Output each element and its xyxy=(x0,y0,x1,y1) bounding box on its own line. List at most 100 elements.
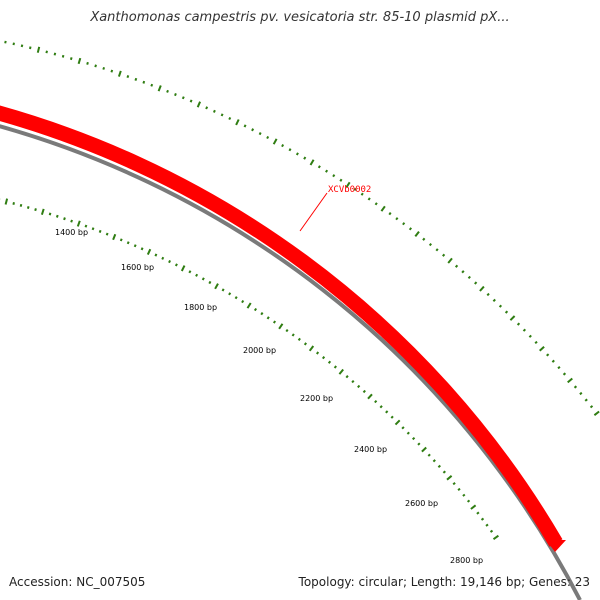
outer-tick xyxy=(557,366,561,370)
inner-tick xyxy=(442,470,446,474)
outer-tick xyxy=(447,257,453,264)
inner-tick xyxy=(12,202,15,205)
outer-tick xyxy=(142,80,146,84)
outer-tick xyxy=(77,57,82,65)
outer-tick xyxy=(102,66,106,70)
inner-tick xyxy=(427,453,431,457)
outer-tick xyxy=(69,57,73,61)
inner-tick xyxy=(70,219,73,223)
outer-tick xyxy=(295,152,299,156)
outer-tick xyxy=(325,169,329,173)
inner-tick xyxy=(119,238,123,242)
inner-tick xyxy=(291,333,295,337)
inner-tick xyxy=(462,493,466,497)
scale-label: 2600 bp xyxy=(405,499,438,508)
outer-tick xyxy=(367,197,371,201)
outer-tick xyxy=(212,109,216,113)
outer-tick xyxy=(562,372,567,376)
inner-tick xyxy=(260,312,264,316)
outer-tick xyxy=(422,237,426,241)
outer-tick xyxy=(317,165,321,169)
outer-tick xyxy=(332,174,336,178)
inner-tick xyxy=(246,302,252,309)
outer-tick xyxy=(509,315,516,321)
outer-tick xyxy=(4,40,7,44)
inner-tick xyxy=(98,229,102,233)
outer-tick xyxy=(45,50,48,54)
outer-tick xyxy=(589,405,594,409)
outer-tick xyxy=(174,93,177,97)
outer-tick xyxy=(36,46,41,53)
outer-tick xyxy=(150,83,154,87)
outer-tick xyxy=(266,135,270,140)
outer-tick xyxy=(205,106,209,110)
inner-tick xyxy=(285,329,289,333)
outer-tick xyxy=(567,377,573,384)
inner-tick xyxy=(34,208,37,212)
inner-tick xyxy=(379,405,383,409)
outer-tick xyxy=(467,275,471,279)
outer-tick xyxy=(498,304,503,308)
inner-tick xyxy=(492,534,499,541)
inner-tick xyxy=(4,198,9,205)
inner-tick xyxy=(480,517,485,521)
inner-tick xyxy=(126,241,130,245)
outer-tick xyxy=(388,212,392,216)
inner-tick xyxy=(188,270,192,274)
inner-tick xyxy=(367,393,373,400)
outer-tick xyxy=(94,64,97,68)
outer-tick xyxy=(461,270,465,274)
inner-tick xyxy=(437,464,441,468)
outer-tick xyxy=(288,148,292,152)
inner-tick xyxy=(390,415,394,419)
inner-tick xyxy=(338,368,344,375)
inner-tick xyxy=(345,375,349,379)
map-title: Xanthomonas campestris pv. vesicatoria s… xyxy=(90,10,510,25)
outer-tick xyxy=(126,75,130,79)
inner-tick xyxy=(333,365,337,369)
outer-tick xyxy=(573,385,578,389)
outer-tick xyxy=(61,54,65,58)
inner-tick xyxy=(446,475,453,481)
inner-tick xyxy=(253,307,258,312)
inner-tick xyxy=(26,206,30,209)
inner-tick xyxy=(91,227,95,231)
gene-label-leader xyxy=(299,192,328,232)
inner-tick xyxy=(234,296,238,300)
outer-tick xyxy=(12,42,15,46)
inner-tick xyxy=(406,431,410,435)
plasmid-backbone xyxy=(0,124,582,600)
inner-tick xyxy=(321,356,326,360)
inner-tick xyxy=(401,426,405,430)
inner-tick xyxy=(40,208,45,215)
inner-tick xyxy=(55,214,59,218)
inner-tick xyxy=(470,504,477,510)
outer-tick xyxy=(593,410,600,416)
inner-tick xyxy=(208,280,212,285)
outer-tick xyxy=(189,99,193,103)
outer-tick xyxy=(534,340,538,345)
inner-tick xyxy=(357,384,361,389)
outer-tick xyxy=(272,138,278,145)
inner-tick xyxy=(201,277,205,281)
inner-tick xyxy=(417,442,421,446)
inner-tick xyxy=(327,360,332,364)
inner-tick xyxy=(112,233,117,241)
inner-tick xyxy=(180,265,186,272)
outer-tick xyxy=(579,391,583,396)
inner-tick xyxy=(174,263,178,267)
inner-tick xyxy=(457,487,461,491)
gene-feature-xcvb0002[interactable] xyxy=(0,103,563,547)
outer-tick xyxy=(281,144,285,148)
outer-tick xyxy=(492,298,496,302)
inner-tick xyxy=(394,419,401,426)
scale-label: 2000 bp xyxy=(243,346,276,355)
outer-tick xyxy=(228,116,232,121)
inner-tick xyxy=(297,337,301,341)
outer-tick xyxy=(309,159,315,166)
outer-tick xyxy=(380,205,386,212)
outer-tick xyxy=(53,52,57,56)
inner-tick xyxy=(19,203,23,207)
outer-tick xyxy=(117,70,122,77)
